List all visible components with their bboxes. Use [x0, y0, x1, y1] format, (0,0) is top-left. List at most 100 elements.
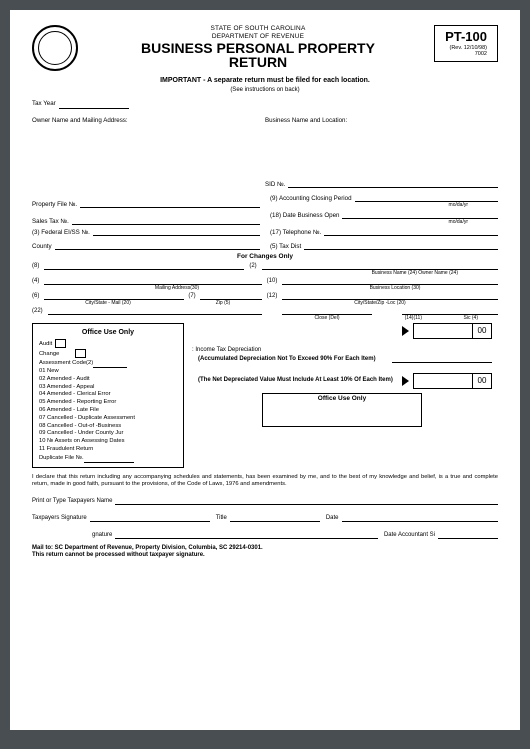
net-label: (The Net Depreciated Value Must Include … — [192, 377, 402, 384]
state-seal-icon — [32, 25, 78, 71]
c2: (2) — [244, 263, 262, 270]
c8: (8) — [32, 263, 44, 270]
acc-label: (Accumulated Depreciation Not To Exceed … — [192, 356, 392, 363]
date-open-label: (18) Date Business Open — [270, 212, 339, 219]
title-block: STATE OF SOUTH CAROLINA DEPARTMENT OF RE… — [78, 25, 438, 70]
c8-field[interactable] — [44, 261, 244, 270]
code-01: 01 New — [39, 368, 177, 376]
date-field[interactable] — [342, 513, 498, 522]
sig-label: Taxpayers Signature — [32, 515, 87, 522]
acct-period-field[interactable] — [355, 193, 498, 202]
fed-ei-label: (3) Federal EI/SS №. — [32, 229, 90, 236]
instructions-note: (See instructions on back) — [32, 87, 498, 94]
change-label: Change — [39, 351, 59, 357]
prop-file-label: Property File №. — [32, 201, 77, 208]
c22-field[interactable] — [48, 306, 262, 315]
form-number-box: PT-100 (Rev. 12/10/98) 7002 — [434, 25, 498, 62]
code-05: 05 Amended - Reporting Error — [39, 399, 177, 407]
telephone-field[interactable] — [324, 227, 498, 236]
tax-dist-label: (5) Tax Dist — [270, 243, 301, 250]
date-label: Date — [326, 515, 339, 522]
gnat-label: gnature — [92, 532, 112, 539]
c7-field[interactable] — [200, 291, 262, 300]
mail-line-2: This return cannot be processed without … — [32, 552, 498, 559]
code-06: 06 Amended - Late File — [39, 407, 177, 415]
mail-to: Mail to: SC Department of Revenue, Prope… — [32, 545, 498, 559]
dup-label: Duplicate File №. — [39, 455, 84, 461]
modyr-2: mo/da/yr — [270, 219, 498, 225]
code-09: 09 Cancelled - Under County Jur — [39, 430, 177, 438]
mail-line-1: Mail to: SC Department of Revenue, Prope… — [32, 545, 498, 552]
print-field[interactable] — [115, 496, 498, 505]
c12-field[interactable] — [282, 291, 498, 300]
c22: (22) — [32, 308, 48, 315]
code-11: 11 Fraudulent Return — [39, 446, 177, 454]
changes-title: For Changes Only — [32, 253, 498, 261]
audit-label: Audit — [39, 341, 52, 347]
acc-field[interactable] — [392, 354, 492, 363]
arrow-icon-2 — [402, 376, 409, 386]
c12: (12) — [262, 293, 282, 300]
office-title: Office Use Only — [39, 328, 177, 337]
modyr-1: mo/da/yr — [270, 202, 498, 208]
form-subcode: 7002 — [445, 51, 487, 58]
tax-dist-field[interactable] — [304, 241, 498, 250]
acct-sig-field[interactable] — [115, 530, 378, 539]
audit-checkbox[interactable] — [55, 339, 66, 348]
acct-label: Date Accountant Si — [384, 532, 435, 539]
sic-field[interactable] — [402, 306, 498, 315]
acct-period-label: (9) Accounting Closing Period — [270, 195, 352, 202]
c10-field[interactable] — [282, 276, 498, 285]
sid-label: SID №. — [265, 181, 285, 188]
c6-field[interactable] — [44, 291, 184, 300]
code-07: 07 Cancelled - Duplicate Assessment — [39, 415, 177, 423]
sid-field[interactable] — [288, 179, 498, 188]
assess-label: Assessment Code(2) — [39, 360, 93, 366]
form-code: PT-100 — [445, 29, 487, 45]
c4: (4) — [32, 278, 44, 285]
header: STATE OF SOUTH CAROLINA DEPARTMENT OF RE… — [32, 25, 498, 71]
declaration: I declare that this return including any… — [32, 474, 498, 488]
owner-label: Owner Name and Mailing Address: — [32, 117, 265, 124]
office-use-box-2: Office Use Only — [262, 393, 422, 427]
business-label: Business Name and Location: — [265, 117, 498, 124]
telephone-label: (17) Telephone №. — [270, 229, 321, 236]
tax-year-label: Tax Year — [32, 100, 56, 109]
c7: (7) — [184, 293, 200, 300]
amount-box-2[interactable]: 00 — [413, 373, 492, 389]
date-open-field[interactable] — [342, 210, 498, 219]
calc-section: 00 : Income Tax Depreciation (Accumulate… — [192, 323, 492, 468]
form-title-1: BUSINESS PERSONAL PROPERTY — [78, 41, 438, 56]
change-checkbox[interactable] — [75, 349, 86, 358]
important-notice: IMPORTANT - A separate return must be fi… — [32, 77, 498, 85]
prop-file-field[interactable] — [80, 199, 260, 208]
c4-field[interactable] — [44, 276, 262, 285]
form-title-2: RETURN — [78, 55, 438, 70]
form-page: PT-100 (Rev. 12/10/98) 7002 STATE OF SOU… — [10, 10, 520, 730]
c1411: (14)(11) — [372, 315, 422, 321]
code-10: 10 № Assets on Assessing Dates — [39, 438, 177, 446]
arrow-icon — [402, 326, 409, 336]
sales-tax-field[interactable] — [72, 216, 260, 225]
c10: (10) — [262, 278, 282, 285]
tax-year-field[interactable] — [59, 100, 129, 109]
close-field[interactable] — [282, 306, 372, 315]
print-label: Print or Type Taxpayers Name — [32, 498, 112, 505]
county-field[interactable] — [55, 241, 260, 250]
amount-box-1[interactable]: 00 — [413, 323, 492, 339]
office-use-box: Office Use Only Audit Change Assessment … — [32, 323, 184, 468]
fed-ei-field[interactable] — [93, 227, 260, 236]
code-03: 03 Amended - Appeal — [39, 384, 177, 392]
title-field[interactable] — [230, 513, 320, 522]
sic-sub: Sic (4) — [422, 315, 498, 321]
sales-tax-label: Sales Tax №. — [32, 218, 69, 225]
sig-field[interactable] — [90, 513, 210, 522]
code-02: 02 Amended - Audit — [39, 376, 177, 384]
code-04: 04 Amended - Clerical Error — [39, 391, 177, 399]
c2-field[interactable] — [262, 261, 498, 270]
county-label: County — [32, 243, 52, 250]
state-name: STATE OF SOUTH CAROLINA — [78, 25, 438, 33]
c6: (6) — [32, 293, 44, 300]
acct-date-field[interactable] — [438, 530, 498, 539]
code-08: 08 Cancelled - Out-of -Business — [39, 423, 177, 431]
